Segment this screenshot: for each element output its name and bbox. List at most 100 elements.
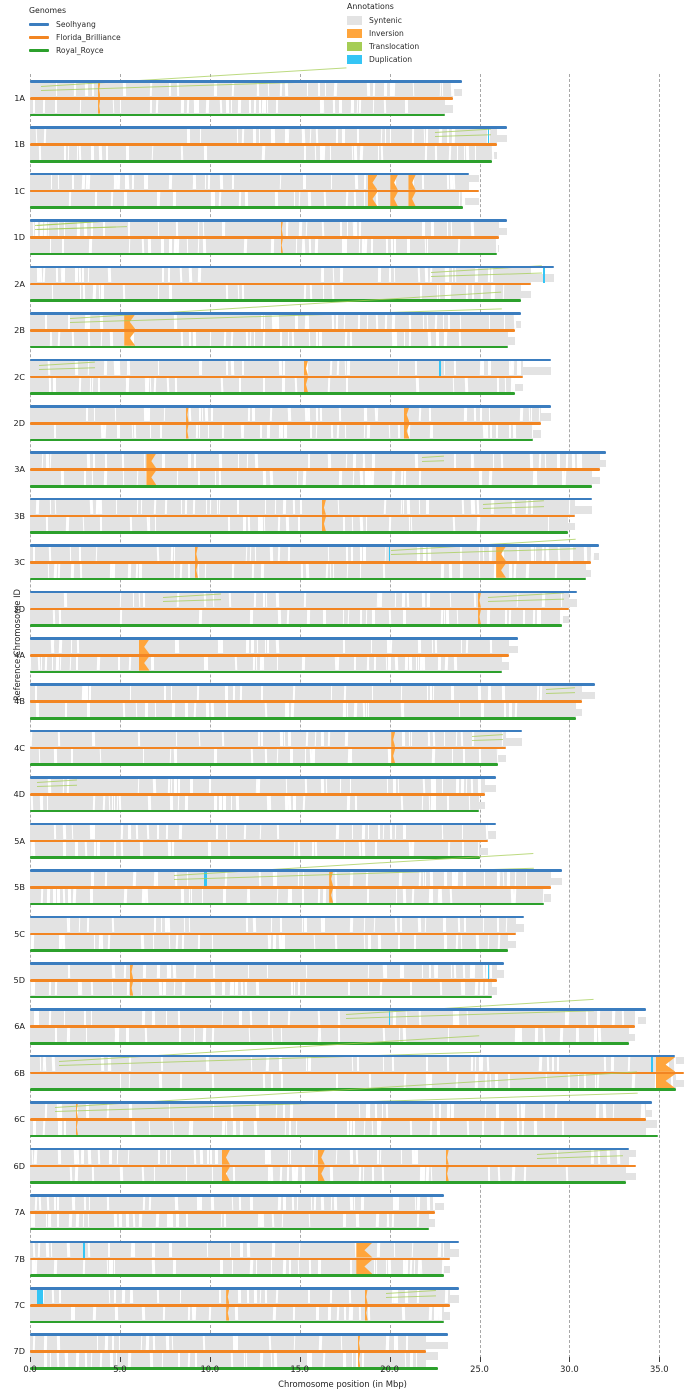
- alignment-gap: [463, 871, 467, 886]
- y-axis-tick-label: 2A: [14, 278, 25, 289]
- inversion-marker: [445, 1166, 449, 1182]
- alignment-gap: [334, 934, 338, 949]
- syntenic-ribbon: [30, 377, 515, 393]
- alignment-gap: [357, 314, 361, 329]
- genome-legend-item: Seolhyang: [29, 18, 121, 31]
- genome-line-florida_brilliance: [30, 978, 498, 982]
- genome-line-florida_brilliance: [30, 746, 507, 750]
- alignment-gap: [371, 453, 375, 468]
- alignment-gap: [116, 424, 120, 439]
- alignment-gap: [214, 749, 216, 764]
- alignment-gap: [440, 610, 444, 624]
- alignment-gap: [478, 685, 482, 701]
- alignment-gap: [270, 917, 273, 933]
- alignment-gap: [353, 656, 357, 671]
- alignment-gap: [173, 749, 177, 764]
- alignment-gap: [365, 407, 367, 422]
- inversion-marker: [390, 191, 398, 207]
- alignment-gap: [447, 285, 452, 299]
- alignment-gap: [63, 1010, 66, 1025]
- alignment-gap: [282, 360, 285, 376]
- alignment-gap: [298, 517, 301, 531]
- alignment-gap: [449, 593, 452, 608]
- alignment-gap: [111, 563, 115, 578]
- alignment-gap: [266, 99, 269, 114]
- alignment-gap: [151, 1259, 155, 1274]
- x-axis-tick-label: 20.0: [380, 1364, 399, 1374]
- alignment-gap: [84, 685, 88, 701]
- alignment-gap: [303, 175, 307, 190]
- genome-line-royal_royce: [30, 531, 568, 534]
- alignment-gap: [372, 82, 375, 97]
- alignment-gap: [179, 1074, 182, 1089]
- alignment-gap: [268, 1335, 272, 1350]
- syntenic-ribbon-taper: [530, 274, 555, 282]
- alignment-gap: [148, 1196, 151, 1211]
- alignment-gap: [56, 888, 60, 903]
- alignment-gap: [435, 964, 439, 979]
- alignment-gap: [394, 1335, 396, 1350]
- alignment-gap: [118, 795, 122, 810]
- genome-line-florida_brilliance: [30, 375, 523, 379]
- alignment-gap: [521, 1120, 524, 1135]
- alignment-gap: [266, 639, 270, 654]
- alignment-gap: [329, 1289, 332, 1304]
- alignment-gap: [30, 842, 33, 856]
- syntenic-ribbon-taper: [532, 430, 541, 438]
- alignment-gap: [232, 685, 235, 701]
- genome-line-florida_brilliance: [30, 514, 575, 518]
- alignment-gap: [429, 964, 432, 979]
- alignment-gap: [191, 1306, 195, 1321]
- alignment-gap: [107, 934, 111, 949]
- inversion-marker: [329, 871, 334, 887]
- alignment-gap: [585, 1010, 588, 1025]
- inversion-marker: [129, 963, 134, 979]
- alignment-gap: [411, 128, 414, 143]
- alignment-gap: [236, 128, 239, 143]
- alignment-gap: [270, 1259, 272, 1274]
- alignment-gap: [193, 1027, 195, 1042]
- alignment-gap: [197, 563, 200, 578]
- alignment-gap: [260, 563, 264, 578]
- alignment-gap: [290, 702, 294, 717]
- alignment-gap: [114, 407, 117, 422]
- alignment-gap: [190, 778, 193, 793]
- alignment-gap: [100, 934, 104, 949]
- alignment-gap: [376, 1150, 380, 1165]
- syntenic-ribbon-taper: [628, 1149, 636, 1158]
- alignment-gap: [450, 685, 454, 701]
- alignment-gap: [351, 517, 354, 531]
- syntenic-ribbon: [30, 1027, 629, 1042]
- alignment-gap: [199, 128, 201, 143]
- alignment-gap: [37, 656, 40, 671]
- alignment-gap: [356, 128, 359, 143]
- y-axis-tick-label: 2D: [13, 417, 25, 428]
- alignment-gap: [416, 1213, 419, 1228]
- alignment-gap: [229, 981, 232, 996]
- alignment-gap: [211, 1167, 214, 1181]
- inversion-marker: [194, 563, 198, 578]
- alignment-gap: [238, 1196, 241, 1211]
- alignment-gap: [170, 685, 172, 701]
- alignment-gap: [119, 610, 123, 624]
- alignment-gap: [420, 1167, 424, 1181]
- alignment-gap: [59, 656, 62, 671]
- alignment-gap: [79, 99, 81, 114]
- syntenic-ribbon: [30, 406, 541, 422]
- alignment-gap: [434, 795, 437, 810]
- alignment-gap: [373, 656, 377, 671]
- alignment-gap: [452, 377, 454, 392]
- alignment-gap: [409, 1352, 413, 1367]
- alignment-gap: [93, 407, 95, 422]
- genome-line-royal_royce: [30, 1320, 444, 1324]
- alignment-gap: [61, 238, 64, 253]
- inversion-marker: [367, 174, 378, 190]
- alignment-gap: [139, 1213, 142, 1228]
- alignment-gap: [476, 517, 480, 531]
- alignment-gap: [45, 314, 48, 329]
- alignment-gap: [554, 563, 558, 578]
- genome-line-seolhyang: [30, 172, 469, 176]
- alignment-gap: [271, 128, 275, 143]
- alignment-gap: [252, 917, 257, 933]
